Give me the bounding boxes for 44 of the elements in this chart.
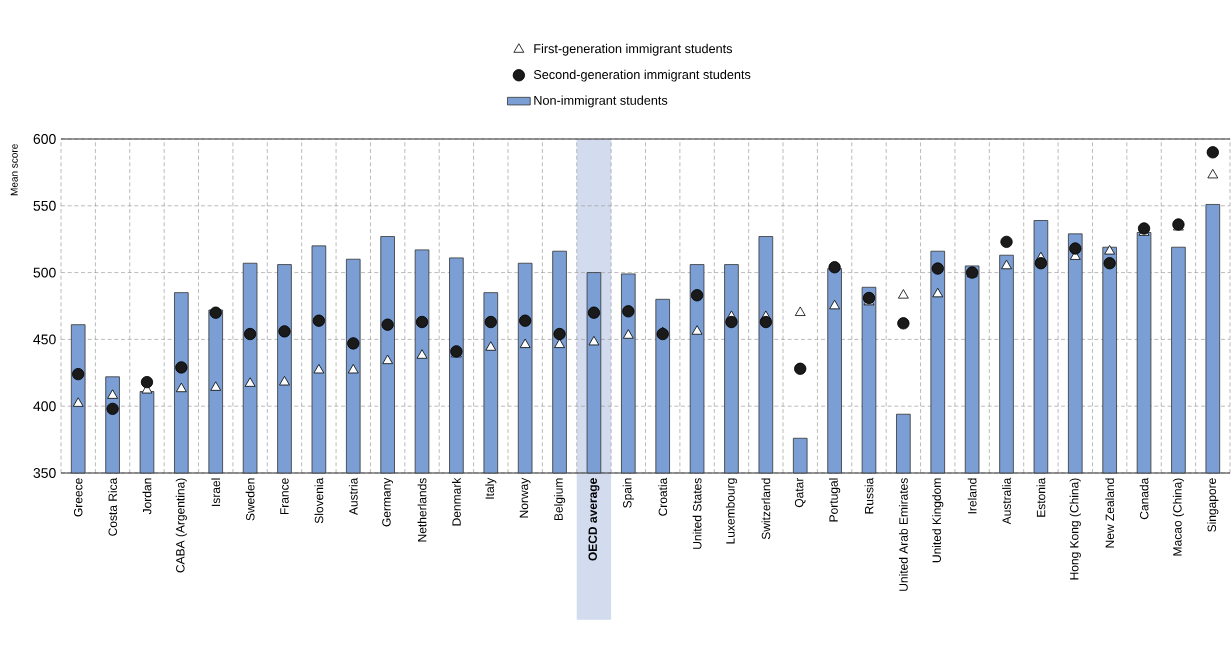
legend-label: Non-immigrant students xyxy=(534,95,668,108)
x-tick-label: Luxembourg xyxy=(725,478,738,544)
x-tick-label: Spain xyxy=(622,478,634,508)
x-tick-label: Sweden xyxy=(245,478,255,521)
x-tick-label: Slovenia xyxy=(314,477,324,524)
y-tick-label: 350 xyxy=(33,468,56,478)
x-tick-label: CABA (Argentina) xyxy=(175,478,187,573)
x-tick-label: Russia xyxy=(864,477,874,514)
x-tick-label: Germany xyxy=(382,477,394,527)
x-tick-label: Portugal xyxy=(829,478,841,522)
y-tick-label: 400 xyxy=(33,401,56,412)
x-tick-label: Canada xyxy=(1139,477,1149,520)
y-tick-label: 600 xyxy=(33,134,56,144)
x-tick-label: Austria xyxy=(348,477,358,516)
x-tick-label: Italy xyxy=(485,477,497,499)
x-tick-label: Australia xyxy=(1002,477,1011,525)
x-tick-label: Switzerland xyxy=(761,478,771,540)
x-tick-label: OECD average xyxy=(588,478,600,561)
y-tick-label: 550 xyxy=(33,200,56,211)
x-tick-label: United States xyxy=(692,478,702,549)
x-tick-label: New Zealand xyxy=(1105,478,1115,548)
x-tick-label: France xyxy=(280,478,289,515)
legend-label: Second-generation immigrant students xyxy=(533,69,751,82)
x-tick-label: Ireland xyxy=(967,478,977,514)
x-tick-label: Denmark xyxy=(452,477,461,526)
x-tick-label: Macao (China) xyxy=(1172,478,1185,556)
x-tick-label: Netherlands xyxy=(417,478,427,542)
y-axis-title: Mean score xyxy=(10,144,18,196)
x-tick-label: Norway xyxy=(519,477,531,518)
x-tick-label: United Arab Emirates xyxy=(898,478,908,591)
x-tick-label: Jordan xyxy=(142,478,152,515)
x-tick-label: Croatia xyxy=(658,477,668,516)
x-tick-label: Estonia xyxy=(1036,477,1046,517)
x-tick-label: Costa Rica xyxy=(108,477,117,536)
x-tick-label: Singapore xyxy=(1207,478,1219,532)
x-tick-label: Greece xyxy=(73,478,83,517)
x-tick-label: United Kingdom xyxy=(932,478,944,563)
x-tick-label: Hong Kong (China) xyxy=(1069,478,1081,580)
x-tick-label: Belgium xyxy=(553,478,566,521)
x-tick-label: Qatar xyxy=(794,477,806,508)
y-tick-label: 500 xyxy=(33,267,56,278)
x-tick-label: Israel xyxy=(211,478,221,506)
y-tick-label: 450 xyxy=(33,334,56,345)
legend-label: First-generation immigrant students xyxy=(534,43,733,56)
